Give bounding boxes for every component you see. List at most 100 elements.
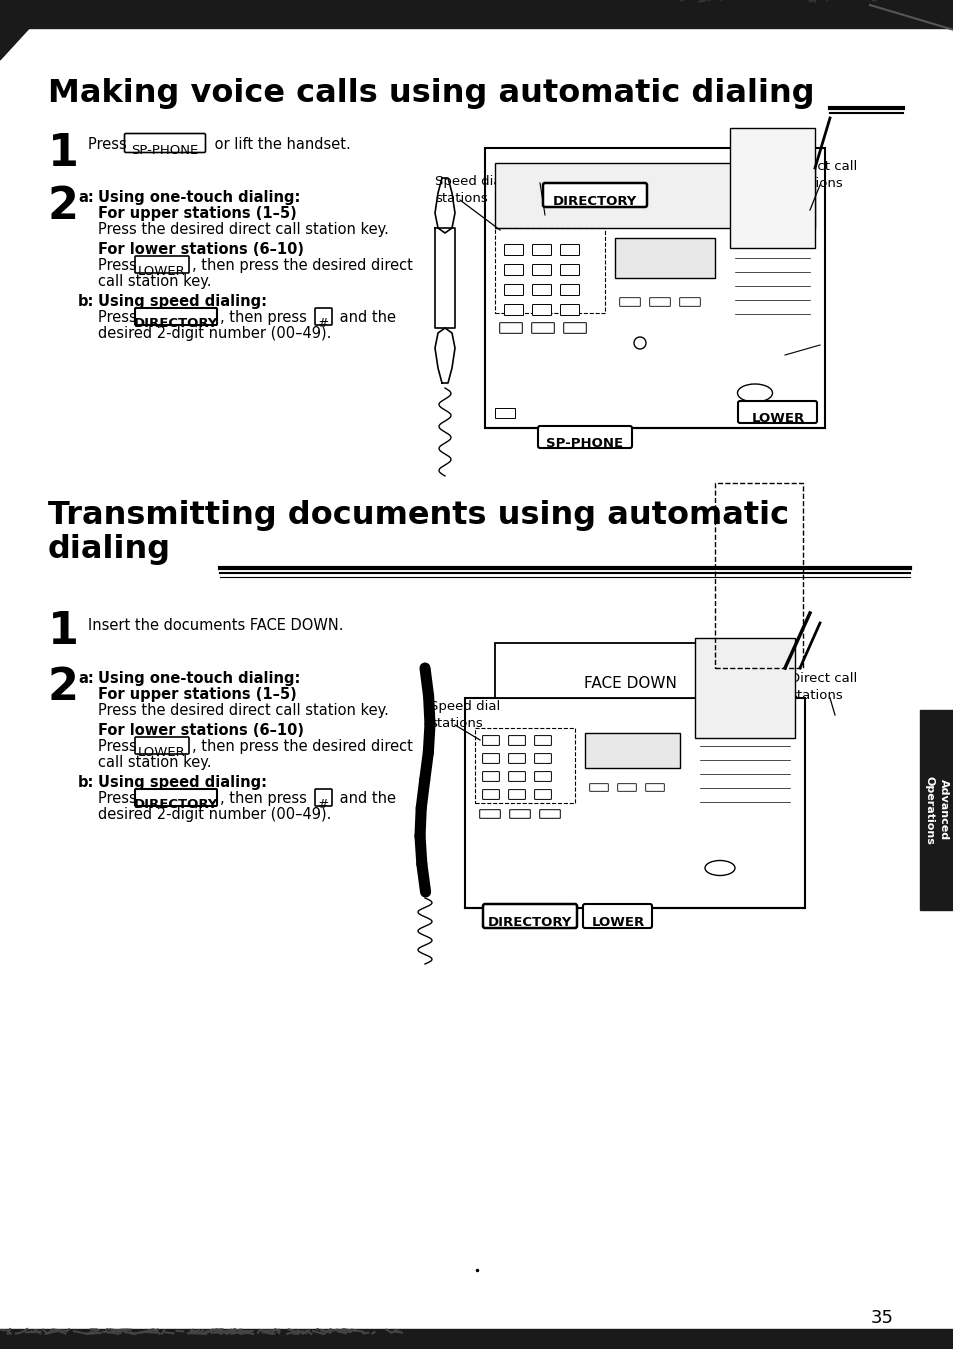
Text: call station key.: call station key. [98, 274, 212, 289]
FancyBboxPatch shape [560, 305, 578, 316]
FancyBboxPatch shape [563, 322, 586, 333]
Text: Insert the documents FACE DOWN.: Insert the documents FACE DOWN. [88, 618, 343, 633]
Text: #: # [318, 317, 329, 331]
Text: For upper stations (1–5): For upper stations (1–5) [98, 206, 296, 221]
Text: , then press the desired direct: , then press the desired direct [192, 739, 413, 754]
FancyBboxPatch shape [532, 264, 551, 275]
Text: , then press: , then press [220, 791, 312, 805]
FancyBboxPatch shape [589, 784, 608, 792]
FancyBboxPatch shape [532, 285, 551, 295]
FancyBboxPatch shape [560, 244, 578, 255]
Polygon shape [0, 0, 55, 59]
Ellipse shape [704, 861, 734, 876]
FancyBboxPatch shape [645, 784, 663, 792]
FancyBboxPatch shape [482, 904, 577, 928]
Text: Press: Press [98, 310, 141, 325]
Text: Direct call
stations: Direct call stations [789, 672, 857, 701]
Bar [484, 148, 824, 428]
Text: and the: and the [335, 791, 395, 805]
FancyBboxPatch shape [135, 256, 189, 272]
Text: DIRECTORY: DIRECTORY [552, 196, 637, 208]
Bar [695, 638, 794, 738]
Text: 35: 35 [869, 1309, 893, 1327]
FancyBboxPatch shape [508, 772, 525, 781]
Text: a:: a: [78, 670, 93, 687]
FancyBboxPatch shape [508, 735, 525, 746]
FancyBboxPatch shape [532, 305, 551, 316]
Text: Press the desired direct call station key.: Press the desired direct call station ke… [98, 703, 389, 718]
Text: For lower stations (6–10): For lower stations (6–10) [98, 241, 304, 258]
Text: Using speed dialing:: Using speed dialing: [98, 294, 267, 309]
Text: 1: 1 [48, 610, 79, 653]
Text: Using one-touch dialing:: Using one-touch dialing: [98, 190, 300, 205]
FancyBboxPatch shape [560, 285, 578, 295]
Text: DIRECTORY: DIRECTORY [133, 317, 218, 331]
FancyBboxPatch shape [482, 754, 498, 764]
FancyBboxPatch shape [504, 285, 523, 295]
FancyBboxPatch shape [482, 789, 498, 800]
FancyBboxPatch shape [125, 134, 205, 152]
Text: LOWER: LOWER [138, 264, 186, 278]
Text: #: # [318, 799, 329, 811]
Text: FACE DOWN: FACE DOWN [583, 676, 676, 691]
Text: call station key.: call station key. [98, 755, 212, 770]
FancyBboxPatch shape [649, 298, 670, 306]
FancyBboxPatch shape [135, 737, 189, 754]
Text: dialing: dialing [48, 534, 171, 565]
Bar [584, 733, 679, 768]
Text: DIRECTORY: DIRECTORY [487, 916, 572, 929]
Bar [615, 237, 714, 278]
Text: , then press the desired direct: , then press the desired direct [192, 258, 413, 272]
Bar [0, 0, 953, 28]
Bar [464, 697, 804, 908]
Text: or lift the handset.: or lift the handset. [210, 138, 351, 152]
Text: Press the desired direct call station key.: Press the desired direct call station ke… [98, 223, 389, 237]
FancyBboxPatch shape [504, 305, 523, 316]
Text: , then press: , then press [220, 310, 312, 325]
Bar [495, 163, 814, 228]
Text: 2: 2 [48, 666, 79, 710]
Text: For lower stations (6–10): For lower stations (6–10) [98, 723, 304, 738]
Text: LOWER: LOWER [751, 411, 803, 425]
FancyBboxPatch shape [499, 322, 521, 333]
Polygon shape [435, 328, 455, 383]
FancyBboxPatch shape [531, 322, 554, 333]
FancyBboxPatch shape [135, 308, 216, 325]
Text: Press: Press [88, 138, 132, 152]
Text: desired 2-digit number (00–49).: desired 2-digit number (00–49). [98, 807, 331, 822]
Text: Speed dial
stations: Speed dial stations [430, 700, 499, 730]
FancyBboxPatch shape [482, 772, 498, 781]
FancyBboxPatch shape [482, 735, 498, 746]
Bar [495, 228, 604, 313]
Text: b:: b: [78, 774, 94, 791]
Text: Press: Press [98, 258, 141, 272]
FancyBboxPatch shape [135, 789, 216, 805]
Text: Using speed dialing:: Using speed dialing: [98, 774, 267, 791]
Text: Press: Press [98, 791, 141, 805]
Bar [475, 728, 575, 803]
Bar [714, 483, 802, 668]
FancyBboxPatch shape [539, 809, 559, 819]
Text: Transmitting documents using automatic: Transmitting documents using automatic [48, 500, 788, 532]
FancyBboxPatch shape [542, 183, 646, 206]
Bar [495, 407, 515, 418]
FancyBboxPatch shape [679, 298, 700, 306]
Text: desired 2-digit number (00–49).: desired 2-digit number (00–49). [98, 326, 331, 341]
FancyBboxPatch shape [537, 426, 631, 448]
Text: 1: 1 [48, 132, 79, 175]
Text: Press: Press [98, 739, 141, 754]
FancyBboxPatch shape [560, 264, 578, 275]
Text: Using one-touch dialing:: Using one-touch dialing: [98, 670, 300, 687]
Text: Making voice calls using automatic dialing: Making voice calls using automatic diali… [48, 78, 814, 109]
FancyBboxPatch shape [619, 298, 639, 306]
Bar [0, 1329, 953, 1349]
Text: LOWER: LOWER [591, 916, 644, 929]
Polygon shape [435, 178, 455, 233]
Text: LOWER: LOWER [138, 746, 186, 759]
FancyBboxPatch shape [508, 789, 525, 800]
FancyBboxPatch shape [534, 754, 551, 764]
FancyBboxPatch shape [617, 784, 636, 792]
FancyBboxPatch shape [534, 735, 551, 746]
FancyBboxPatch shape [534, 789, 551, 800]
FancyBboxPatch shape [532, 244, 551, 255]
